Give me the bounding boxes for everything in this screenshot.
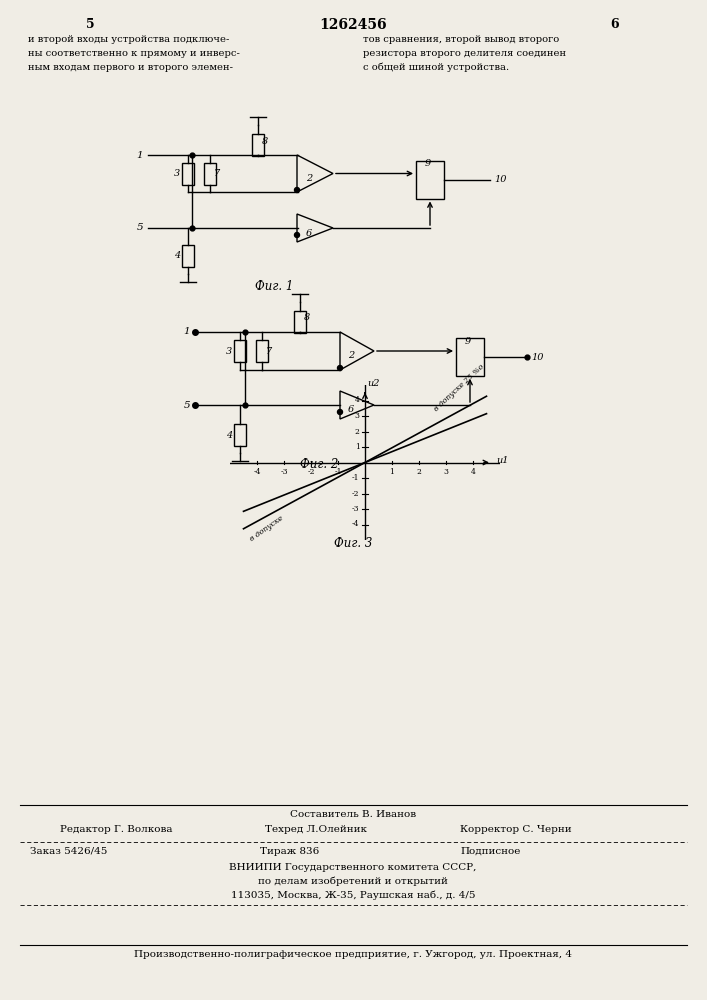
Text: 3: 3 <box>443 468 448 476</box>
Text: 3: 3 <box>174 169 180 178</box>
Text: Подписное: Подписное <box>460 847 520 856</box>
Text: 9: 9 <box>425 159 431 168</box>
Polygon shape <box>340 332 374 370</box>
Bar <box>416 160 444 198</box>
Text: тов сравнения, второй вывод второго: тов сравнения, второй вывод второго <box>363 35 559 44</box>
Bar <box>182 162 194 184</box>
Polygon shape <box>340 391 374 419</box>
Text: ны соответственно к прямому и инверс-: ны соответственно к прямому и инверс- <box>28 49 240 58</box>
Text: -4: -4 <box>352 520 360 528</box>
Text: Техред Л.Олейник: Техред Л.Олейник <box>265 825 367 834</box>
Text: по делам изобретений и открытий: по делам изобретений и открытий <box>258 877 448 886</box>
Text: 5: 5 <box>183 400 190 410</box>
Text: 7: 7 <box>214 169 221 178</box>
Text: 7: 7 <box>266 347 272 356</box>
Bar <box>252 134 264 156</box>
Text: Фиг. 1: Фиг. 1 <box>255 279 293 292</box>
Circle shape <box>295 188 300 192</box>
Text: и второй входы устройства подключе-: и второй входы устройства подключе- <box>28 35 229 44</box>
Text: 2: 2 <box>416 468 421 476</box>
Text: Корректор С. Черни: Корректор С. Черни <box>460 825 572 834</box>
Text: ВНИИПИ Государственного комитета СССР,: ВНИИПИ Государственного комитета СССР, <box>229 863 477 872</box>
Text: 4: 4 <box>471 468 475 476</box>
Bar <box>234 424 246 446</box>
Text: Тираж 836: Тираж 836 <box>260 847 320 856</box>
Text: Редактор Г. Волкова: Редактор Г. Волкова <box>60 825 173 834</box>
Text: -2: -2 <box>308 468 315 476</box>
Text: 10: 10 <box>531 353 544 361</box>
Circle shape <box>337 365 342 370</box>
Bar <box>204 162 216 184</box>
Text: 10: 10 <box>494 175 506 184</box>
Text: 1: 1 <box>390 468 395 476</box>
Text: u2: u2 <box>368 379 380 388</box>
Text: -4: -4 <box>253 468 261 476</box>
Text: 6: 6 <box>611 18 619 31</box>
Text: 2: 2 <box>348 351 354 360</box>
Text: -3: -3 <box>280 468 288 476</box>
Text: 8: 8 <box>262 136 268 145</box>
Text: 3: 3 <box>226 347 232 356</box>
Bar <box>234 340 246 362</box>
Bar <box>294 311 306 333</box>
Text: 2: 2 <box>306 174 312 183</box>
Text: 5: 5 <box>86 18 94 31</box>
Text: Составитель В. Иванов: Составитель В. Иванов <box>290 810 416 819</box>
Text: 4: 4 <box>226 430 232 440</box>
Circle shape <box>337 410 342 414</box>
Text: 1: 1 <box>136 150 143 159</box>
Text: 6: 6 <box>348 404 354 414</box>
Text: 6: 6 <box>306 229 312 237</box>
Text: Фиг. 2: Фиг. 2 <box>300 458 339 472</box>
Text: 1: 1 <box>183 328 190 336</box>
Text: -3: -3 <box>352 505 360 513</box>
Text: Заказ 5426/45: Заказ 5426/45 <box>30 847 107 856</box>
Text: 1262456: 1262456 <box>319 18 387 32</box>
Polygon shape <box>297 155 333 192</box>
Text: резистора второго делителя соединен: резистора второго делителя соединен <box>363 49 566 58</box>
Text: u1: u1 <box>496 456 508 465</box>
Text: с общей шиной устройства.: с общей шиной устройства. <box>363 63 509 73</box>
Text: 2: 2 <box>355 428 360 436</box>
Circle shape <box>295 232 300 237</box>
Text: 9: 9 <box>465 336 471 346</box>
Bar <box>256 340 268 362</box>
Text: 8: 8 <box>304 314 310 322</box>
Polygon shape <box>297 214 333 242</box>
Text: -1: -1 <box>352 474 360 482</box>
Text: -2: -2 <box>352 489 360 497</box>
Text: ным входам первого и второго элемен-: ным входам первого и второго элемен- <box>28 63 233 72</box>
Bar <box>456 338 484 376</box>
Text: 4: 4 <box>355 396 360 404</box>
Text: Фиг. 3: Фиг. 3 <box>334 537 372 550</box>
Text: 5: 5 <box>136 224 143 232</box>
Text: 3: 3 <box>355 412 360 420</box>
Text: в допуске: в допуске <box>249 514 286 543</box>
Text: Производственно-полиграфическое предприятие, г. Ужгород, ул. Проектная, 4: Производственно-полиграфическое предприя… <box>134 950 572 959</box>
Text: 4: 4 <box>174 251 180 260</box>
Text: 1: 1 <box>355 443 360 451</box>
Bar <box>182 245 194 267</box>
Text: 113035, Москва, Ж-35, Раушская наб., д. 4/5: 113035, Москва, Ж-35, Раушская наб., д. … <box>230 891 475 900</box>
Text: в допуске 25 %о: в допуске 25 %о <box>433 363 486 413</box>
Text: -1: -1 <box>334 468 341 476</box>
